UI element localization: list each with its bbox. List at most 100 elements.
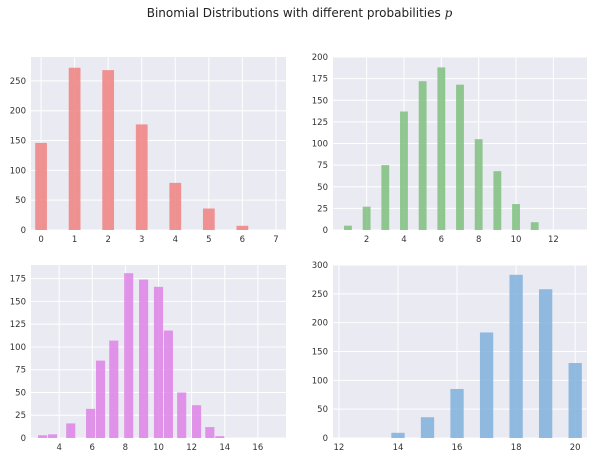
histogram-bar: [381, 165, 390, 230]
histogram-bar: [530, 222, 539, 230]
x-tick-label: 12: [333, 443, 344, 453]
x-tick-label: 10: [511, 235, 522, 245]
x-tick-label: 6: [439, 235, 444, 245]
x-tick-label: 5: [206, 235, 211, 245]
x-tick-label: 20: [570, 443, 581, 453]
x-tick-label: 16: [252, 443, 263, 453]
y-tick-label: 100: [312, 140, 328, 150]
histogram-bar: [568, 363, 582, 438]
y-tick-label: 100: [10, 343, 26, 353]
y-tick-label: 125: [10, 320, 26, 330]
subplot-bottom-left: 0 25 50 75 100 125 150 175 4 6 8 10 12 14 16: [10, 265, 286, 453]
histogram-bar: [400, 111, 408, 230]
y-tick-label: 250: [10, 77, 26, 87]
histogram-bar: [479, 332, 494, 438]
y-tick-label: 100: [10, 166, 26, 176]
x-tick-label: 4: [56, 443, 61, 453]
histogram-bar: [418, 81, 427, 230]
figure-title: Binomial Distributions with different pr…: [0, 6, 599, 20]
y-tick-label: 0: [323, 434, 328, 444]
histogram-bar: [153, 286, 164, 438]
y-tick-label: 0: [21, 226, 26, 236]
histogram-bar: [102, 70, 115, 230]
y-tick-label: 300: [312, 261, 328, 271]
histogram-bar: [169, 182, 182, 230]
histogram-bar: [450, 388, 464, 438]
y-tick-label: 75: [317, 161, 328, 171]
figure-title-text: Binomial Distributions with different pr…: [146, 6, 445, 20]
x-tick-label: 14: [219, 443, 230, 453]
histogram-bar: [509, 274, 523, 438]
x-tick-label: 0: [38, 235, 43, 245]
histogram-bar: [68, 67, 81, 230]
histogram-bar: [205, 427, 215, 438]
x-tick-label: 7: [273, 235, 278, 245]
histogram-bar: [177, 392, 187, 438]
y-tick-label: 150: [10, 137, 26, 147]
histogram-bar: [35, 142, 47, 230]
histogram-bar: [420, 417, 435, 438]
y-tick-label: 50: [317, 183, 328, 193]
x-tick-label: 8: [476, 235, 481, 245]
histogram-bar: [47, 434, 58, 438]
histogram-bar: [493, 171, 502, 230]
y-tick-label: 50: [15, 196, 26, 206]
y-tick-label: 0: [323, 226, 328, 236]
histogram-bar: [202, 208, 215, 230]
y-tick-label: 50: [15, 388, 26, 398]
y-tick-label: 100: [312, 376, 328, 386]
x-tick-label: 1: [72, 235, 77, 245]
histogram-bar: [391, 432, 405, 438]
y-tick-label: 0: [21, 434, 26, 444]
x-tick-label: 18: [511, 443, 522, 453]
y-tick-label: 25: [317, 204, 328, 214]
histogram-bar: [539, 289, 553, 438]
x-tick-label: 4: [173, 235, 178, 245]
figure-title-symbol: p: [444, 6, 453, 20]
x-tick-label: 12: [548, 235, 559, 245]
subplot-top-right: 0 25 50 75 100 125 150 175 200 2 4 6 8 10 12: [312, 53, 587, 245]
x-tick-label: 8: [123, 443, 128, 453]
y-tick-label: 200: [312, 319, 328, 329]
x-tick-label: 3: [139, 235, 144, 245]
histogram-bar: [38, 435, 48, 438]
histogram-bar: [437, 67, 446, 230]
histogram-bar: [95, 360, 106, 438]
histogram-bar: [192, 405, 202, 438]
x-tick-label: 4: [401, 235, 406, 245]
x-tick-label: 16: [452, 443, 463, 453]
histogram-bar: [124, 273, 134, 438]
y-tick-label: 150: [10, 297, 26, 307]
histogram-bar: [236, 225, 249, 230]
y-tick-label: 175: [312, 75, 328, 85]
x-tick-label: 6: [240, 235, 245, 245]
y-tick-label: 175: [10, 275, 26, 285]
x-tick-label: 14: [393, 443, 404, 453]
histogram-bar: [362, 206, 371, 230]
x-tick-label: 2: [105, 235, 110, 245]
histogram-bar: [135, 124, 148, 230]
subplot-bottom-right: 0 50 100 150 200 250 300 12 14 16 18 20: [312, 261, 587, 453]
y-tick-label: 200: [312, 53, 328, 63]
histogram-bar: [109, 340, 119, 438]
y-tick-label: 150: [312, 96, 328, 106]
x-tick-label: 12: [186, 443, 197, 453]
x-tick-label: 6: [90, 443, 95, 453]
x-tick-label: 2: [364, 235, 369, 245]
y-tick-label: 200: [10, 107, 26, 117]
histogram-bar: [86, 408, 96, 438]
histogram-bar: [512, 204, 520, 230]
histogram-bar: [344, 225, 352, 230]
y-tick-label: 125: [312, 118, 328, 128]
histogram-bar: [163, 330, 173, 438]
histogram-bar: [215, 436, 225, 438]
histogram-bar: [139, 279, 149, 438]
subplot-top-left: 0 50 100 150 200 250 0 1 2 3 4 5 6 7: [10, 57, 286, 245]
y-tick-label: 250: [312, 290, 328, 300]
y-tick-label: 75: [15, 366, 26, 376]
y-tick-label: 25: [15, 411, 26, 421]
histogram-bar: [456, 84, 464, 231]
x-tick-label: 10: [153, 443, 164, 453]
histogram-bar: [66, 423, 76, 438]
